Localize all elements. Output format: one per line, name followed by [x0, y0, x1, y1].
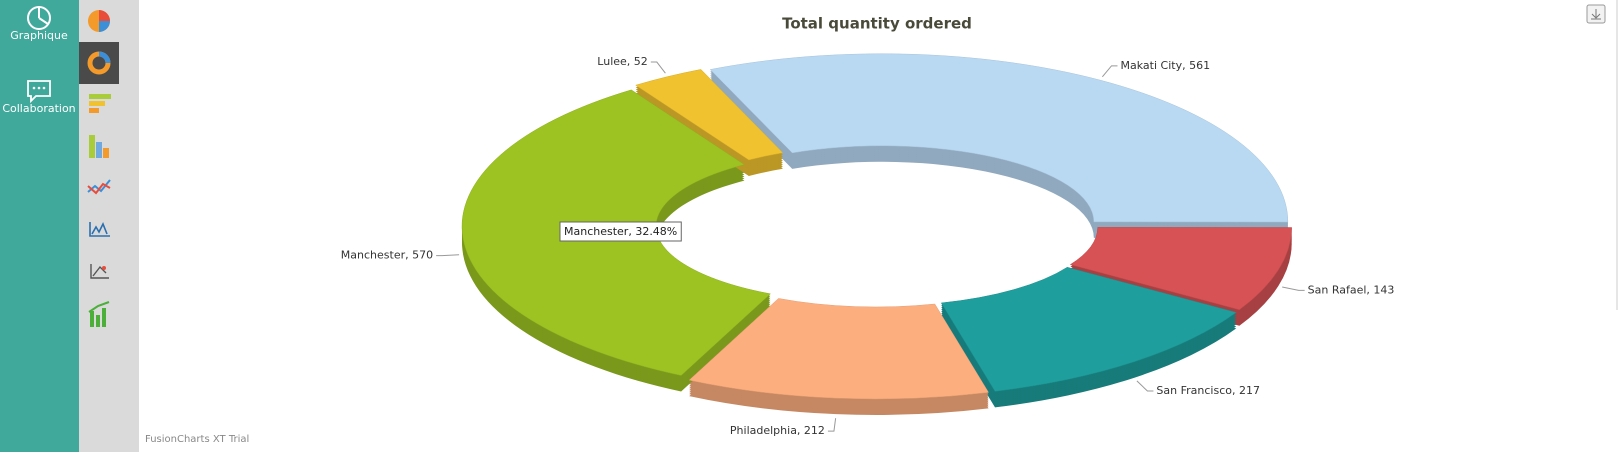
nav-graphique[interactable]: Graphique	[10, 6, 68, 42]
leader-line	[1136, 380, 1154, 392]
icon	[89, 135, 95, 158]
icon	[102, 266, 106, 270]
sidebar	[0, 0, 79, 452]
type-column[interactable]	[89, 135, 109, 158]
leader-line	[650, 61, 666, 74]
watermark: FusionCharts XT Trial	[145, 434, 249, 445]
icon	[96, 142, 102, 158]
type-area[interactable]	[89, 222, 110, 237]
icon-dot	[32, 86, 36, 90]
leader-line	[827, 418, 837, 432]
icon	[90, 311, 94, 327]
icon-graphique-lines	[38, 7, 49, 25]
nav-label: Graphique	[10, 29, 68, 42]
data-label: Philadelphia, 212	[730, 424, 825, 437]
icon	[96, 315, 100, 327]
icon	[89, 222, 110, 237]
icon	[103, 148, 109, 158]
icon	[99, 21, 110, 32]
slice	[709, 53, 1289, 223]
tooltip: Manchester, 32.48%	[559, 221, 682, 242]
data-label: Makati City, 561	[1121, 59, 1211, 72]
icon	[89, 108, 99, 113]
type-hbar[interactable]	[89, 94, 111, 113]
export-icon	[1591, 9, 1601, 20]
icon	[87, 182, 111, 195]
tooltip-text: Manchester, 32.48%	[564, 225, 677, 238]
type-line[interactable]	[87, 179, 111, 195]
slice	[1069, 227, 1292, 311]
slice	[940, 266, 1237, 392]
leader-line	[436, 254, 460, 257]
type-doughnut[interactable]	[87, 51, 111, 75]
icon-dot	[37, 86, 41, 90]
slice	[688, 298, 989, 400]
data-label: Lulee, 52	[597, 55, 648, 68]
active-type	[79, 42, 119, 84]
icon	[88, 301, 110, 313]
tooltip-box	[559, 221, 682, 242]
icon	[102, 308, 106, 327]
data-label: San Francisco, 217	[1156, 384, 1260, 397]
icon	[89, 94, 111, 99]
nav-label: Collaboration	[2, 102, 75, 115]
type-pie[interactable]	[88, 10, 110, 32]
chart-title: Total quantity ordered	[782, 15, 972, 33]
type-combo[interactable]	[88, 301, 110, 327]
icon-dot	[42, 86, 46, 90]
icon	[99, 10, 110, 21]
icon	[98, 51, 111, 64]
leader-line	[1282, 286, 1305, 291]
data-label: San Rafael, 143	[1308, 283, 1395, 296]
nav-collaboration[interactable]: Collaboration	[2, 80, 76, 115]
type-scatter[interactable]	[90, 264, 109, 279]
icon-collaboration	[27, 80, 51, 104]
icon	[89, 101, 105, 106]
icon	[90, 264, 109, 279]
data-label: Manchester, 570	[341, 249, 433, 262]
leader-line	[1101, 65, 1118, 78]
slice	[635, 69, 784, 161]
